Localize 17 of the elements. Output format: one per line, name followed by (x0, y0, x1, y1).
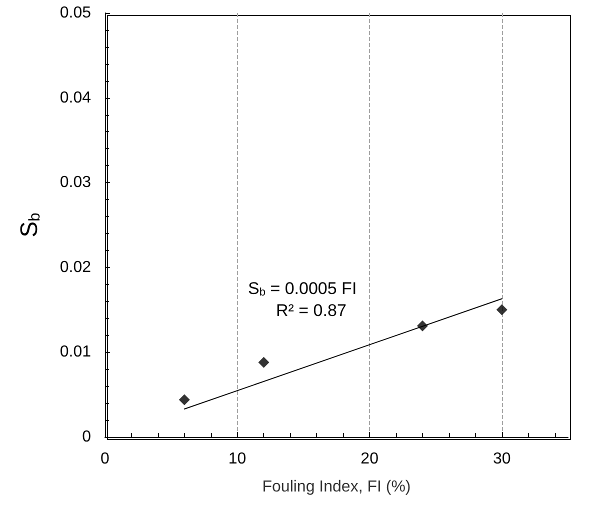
x-tick-label: 30 (492, 450, 511, 468)
point (178, 394, 190, 406)
y-axis-title: Sb (16, 212, 44, 238)
x-tick-label: 0 (100, 450, 110, 468)
y-tick-label: 0.05 (60, 4, 92, 22)
annotation: R² = 0.87 (276, 301, 346, 320)
x-tick-label: 20 (360, 450, 379, 468)
annotation: Sb = 0.0005 FI (248, 279, 357, 298)
y-tick-label: 0 (82, 428, 92, 446)
point (258, 356, 270, 368)
point (496, 304, 508, 316)
x-tick-label: 10 (228, 450, 246, 468)
y-tick-label: 0.03 (60, 174, 92, 192)
x-axis-title: Fouling Index, FI (%) (262, 478, 411, 496)
y-tick-label: 0.04 (60, 89, 92, 106)
y-tick-label: 0.02 (60, 258, 92, 276)
y-tick-label: 0.01 (60, 344, 92, 361)
